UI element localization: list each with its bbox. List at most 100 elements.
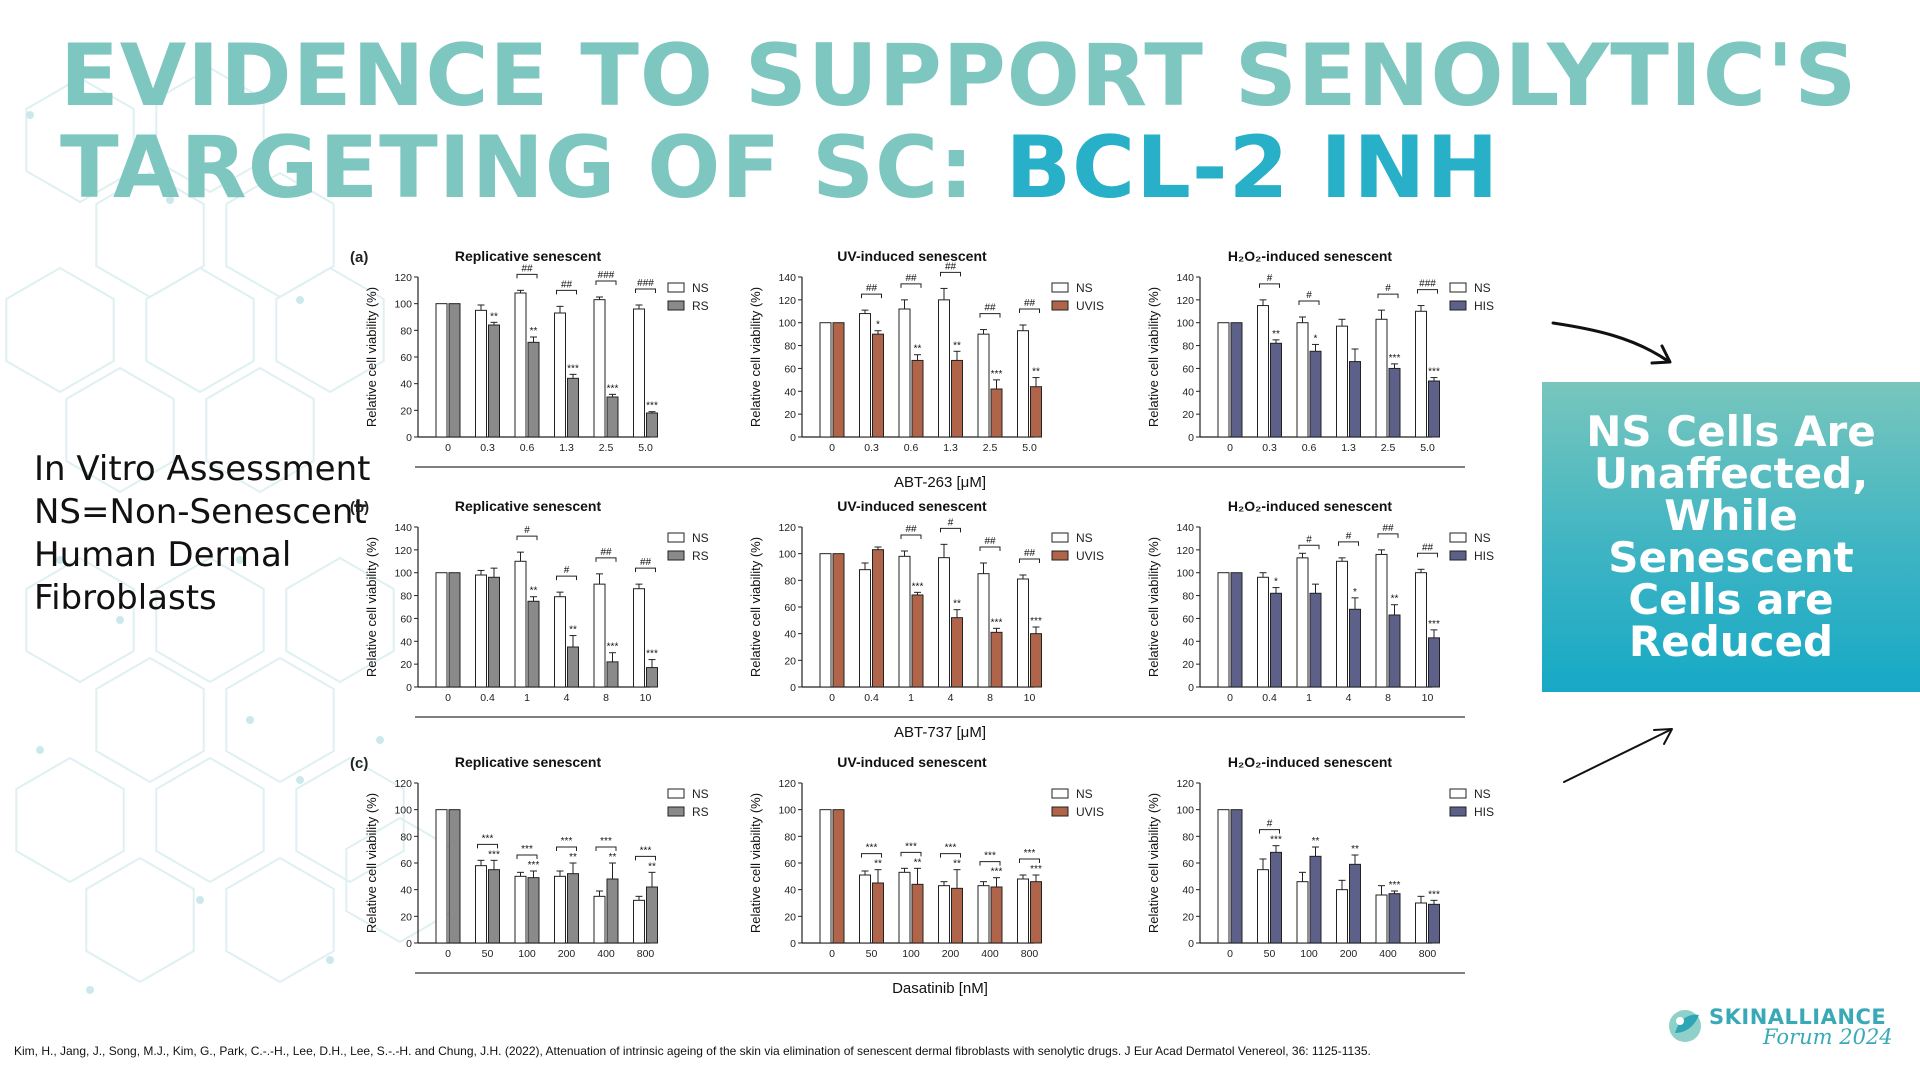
senescent-bar — [527, 341, 540, 438]
ns-bar — [1217, 322, 1230, 438]
senescent-bar — [606, 396, 619, 438]
comparison-mark: *** — [945, 843, 957, 854]
hexagon-shape — [225, 656, 335, 784]
hexagon-node — [86, 986, 94, 994]
ns-bar — [1296, 557, 1309, 688]
hexagon-shape — [155, 756, 265, 884]
ns-bar — [977, 573, 990, 688]
y-tick-label: 40 — [784, 386, 796, 398]
ns-bar — [977, 885, 990, 944]
ns-bar — [938, 299, 950, 438]
comparison-bracket — [1298, 544, 1320, 550]
ns-bar — [1336, 889, 1348, 944]
comparison-mark: # — [1306, 290, 1312, 301]
legend-swatch — [1051, 788, 1069, 799]
y-axis-label: Relative cell viability (%) — [1146, 793, 1161, 933]
ns-bar — [859, 313, 871, 438]
y-tick-label: 20 — [1182, 911, 1194, 923]
x-tick-label: 400 — [981, 948, 999, 960]
senescent-bar — [1230, 322, 1243, 438]
senescent-bar — [1309, 350, 1322, 438]
comparison-bracket — [635, 288, 656, 293]
description-line: NS=Non-Senescent — [34, 492, 367, 532]
legend-swatch — [1449, 282, 1467, 293]
comparison-mark: ## — [640, 557, 652, 568]
senescent-bar — [951, 359, 963, 438]
significance-mark: * — [1353, 587, 1357, 598]
chart-panel: UV-induced senescent Relative cell viabil… — [748, 754, 1104, 960]
comparison-bracket — [900, 851, 922, 857]
description-line: Human Dermal — [34, 535, 292, 575]
x-tick-label: 4 — [948, 692, 954, 704]
callout-text: NS Cells Are Unaffected, While Senescent… — [1586, 407, 1876, 666]
senescent-bar — [527, 600, 540, 688]
viability-figure: (a) ABT-263 [μM] (b) ABT-737 [μM] (c) Dasatin… — [350, 248, 1494, 997]
ns-bar — [1415, 310, 1427, 438]
arrow-icon — [1551, 321, 1672, 365]
ns-bar — [1415, 902, 1427, 944]
legend-swatch — [1449, 788, 1467, 799]
ns-bar — [1336, 325, 1348, 438]
legend-swatch — [667, 300, 685, 311]
comparison-bracket — [940, 527, 961, 533]
x-tick-label: 0.6 — [1302, 442, 1317, 454]
comparison-mark: *** — [600, 836, 612, 847]
hexagon-node — [36, 746, 44, 754]
x-tick-label: 0 — [829, 692, 835, 704]
comparison-mark: ## — [905, 524, 917, 535]
y-tick-label: 60 — [400, 613, 412, 625]
y-tick-label: 120 — [394, 778, 412, 790]
significance-mark: ** — [648, 861, 656, 872]
ns-bar — [898, 555, 911, 688]
ns-bar — [859, 569, 871, 688]
ns-bar — [633, 899, 645, 944]
significance-mark: ** — [569, 852, 577, 863]
ns-bar — [593, 895, 606, 944]
significance-mark: *** — [1389, 880, 1401, 891]
y-axis-label: Relative cell viability (%) — [748, 793, 763, 933]
comparison-bracket — [1298, 300, 1320, 305]
slide-title-accent: BCL-2 INH — [1005, 118, 1500, 218]
x-tick-label: 100 — [902, 948, 920, 960]
comparison-bracket — [1417, 289, 1438, 294]
ns-bar — [633, 308, 645, 438]
legend-swatch — [667, 282, 685, 293]
x-tick-label: 0 — [445, 442, 451, 454]
x-tick-label: 5.0 — [638, 442, 653, 454]
senescent-bar — [911, 594, 924, 688]
y-axis-label: Relative cell viability (%) — [1146, 287, 1161, 427]
hexagon-shape — [285, 556, 395, 684]
hexagon-shape — [95, 656, 205, 784]
ns-bar — [938, 885, 950, 944]
comparison-bracket — [635, 855, 656, 861]
comparison-mark: *** — [984, 851, 996, 862]
ns-bar — [475, 865, 487, 944]
comparison-mark: *** — [561, 836, 573, 847]
comparison-mark: ## — [905, 273, 917, 284]
y-tick-label: 80 — [784, 831, 796, 843]
senescent-bar — [488, 576, 500, 688]
x-tick-label: 2.5 — [1381, 442, 1396, 454]
x-tick-label: 4 — [1346, 692, 1352, 704]
ns-bar — [554, 875, 566, 944]
senescent-bar — [951, 617, 963, 688]
chart-panel: Replicative senescent Relative cell viabi… — [364, 754, 709, 960]
y-tick-label: 100 — [1176, 318, 1194, 330]
ns-bar — [1375, 318, 1388, 438]
hexagon-shape — [25, 556, 135, 684]
comparison-mark: ### — [637, 278, 654, 289]
significance-mark: *** — [1030, 616, 1042, 627]
x-tick-label: 10 — [640, 692, 652, 704]
comparison-mark: # — [1267, 819, 1273, 830]
senescent-bar — [1388, 893, 1401, 944]
y-tick-label: 120 — [778, 778, 796, 790]
y-axis-label: Relative cell viability (%) — [1146, 537, 1161, 677]
senescent-bar — [567, 646, 579, 688]
legend-swatch — [667, 550, 685, 561]
x-tick-label: 2.5 — [983, 442, 998, 454]
hexagon-shape — [145, 266, 255, 394]
chart-title: UV-induced senescent — [837, 754, 987, 770]
legend-swatch — [667, 788, 685, 799]
comparison-mark: ## — [1382, 523, 1394, 534]
